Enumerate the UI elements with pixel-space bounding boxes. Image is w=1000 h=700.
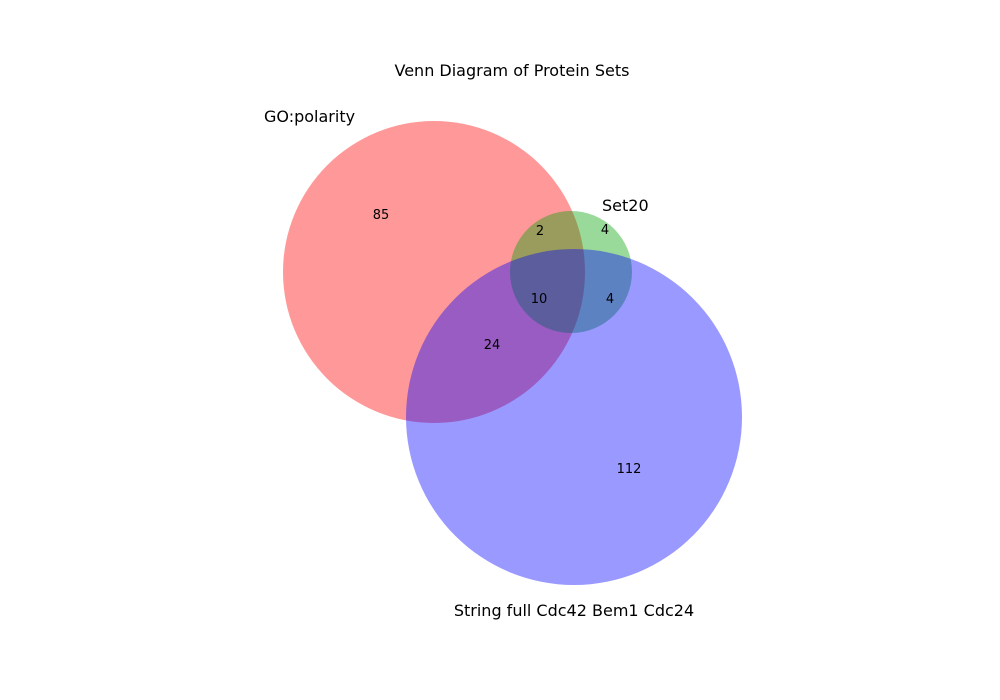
set-circle-set20 xyxy=(510,211,632,333)
diagram-title: Venn Diagram of Protein Sets xyxy=(395,61,630,80)
set-label-string-full: String full Cdc42 Bem1 Cdc24 xyxy=(454,601,694,620)
count-go-polarity-string-full: 24 xyxy=(484,338,501,353)
count-string-full-only: 112 xyxy=(617,462,642,477)
set-label-set20: Set20 xyxy=(602,196,649,215)
count-all-three: 10 xyxy=(531,292,548,307)
count-go-polarity-only: 85 xyxy=(373,208,390,223)
count-set20-only: 4 xyxy=(601,223,609,238)
count-go-polarity-set20: 2 xyxy=(536,224,544,239)
set-label-go-polarity: GO:polarity xyxy=(264,107,355,126)
set-circle-string-full xyxy=(406,249,742,585)
count-set20-string-full: 4 xyxy=(606,292,614,307)
set-circle-go-polarity xyxy=(283,121,585,423)
